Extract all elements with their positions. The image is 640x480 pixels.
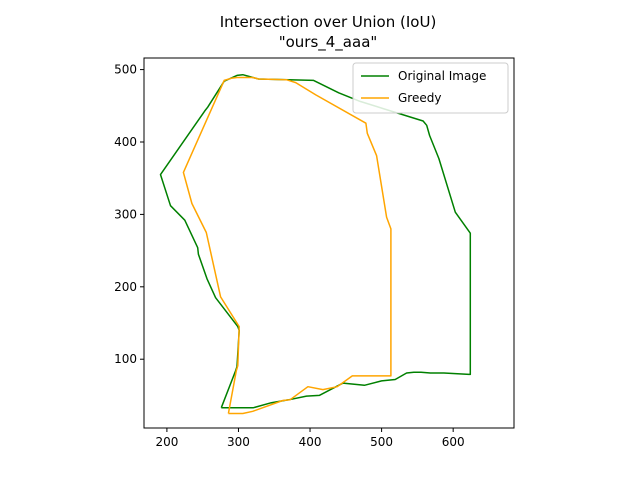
y-tick-label: 500 <box>114 63 137 77</box>
series-line-0 <box>159 73 472 409</box>
ticks-layer: 200 300 400 500 600 100 200 300 400 500 <box>114 63 465 449</box>
chart-subtitle: "ours_4_aaa" <box>279 33 378 52</box>
x-tick-label: 600 <box>442 435 465 449</box>
legend-label-0: Original Image <box>398 69 486 83</box>
y-tick-label: 300 <box>114 207 137 221</box>
y-tick-label: 200 <box>114 280 137 294</box>
x-tick-label: 500 <box>370 435 393 449</box>
axes-frame <box>143 57 515 429</box>
series-layer <box>159 73 472 415</box>
series-line-1 <box>182 76 392 415</box>
legend-label-1: Greedy <box>398 91 441 105</box>
legend-box <box>352 62 509 114</box>
y-tick-label: 100 <box>114 352 137 366</box>
y-tick-label: 400 <box>114 135 137 149</box>
x-tick-label: 300 <box>227 435 250 449</box>
legend: Original Image Greedy <box>352 62 509 114</box>
x-tick-label: 200 <box>155 435 178 449</box>
chart-title: Intersection over Union (IoU) <box>220 13 437 31</box>
x-tick-label: 400 <box>299 435 322 449</box>
